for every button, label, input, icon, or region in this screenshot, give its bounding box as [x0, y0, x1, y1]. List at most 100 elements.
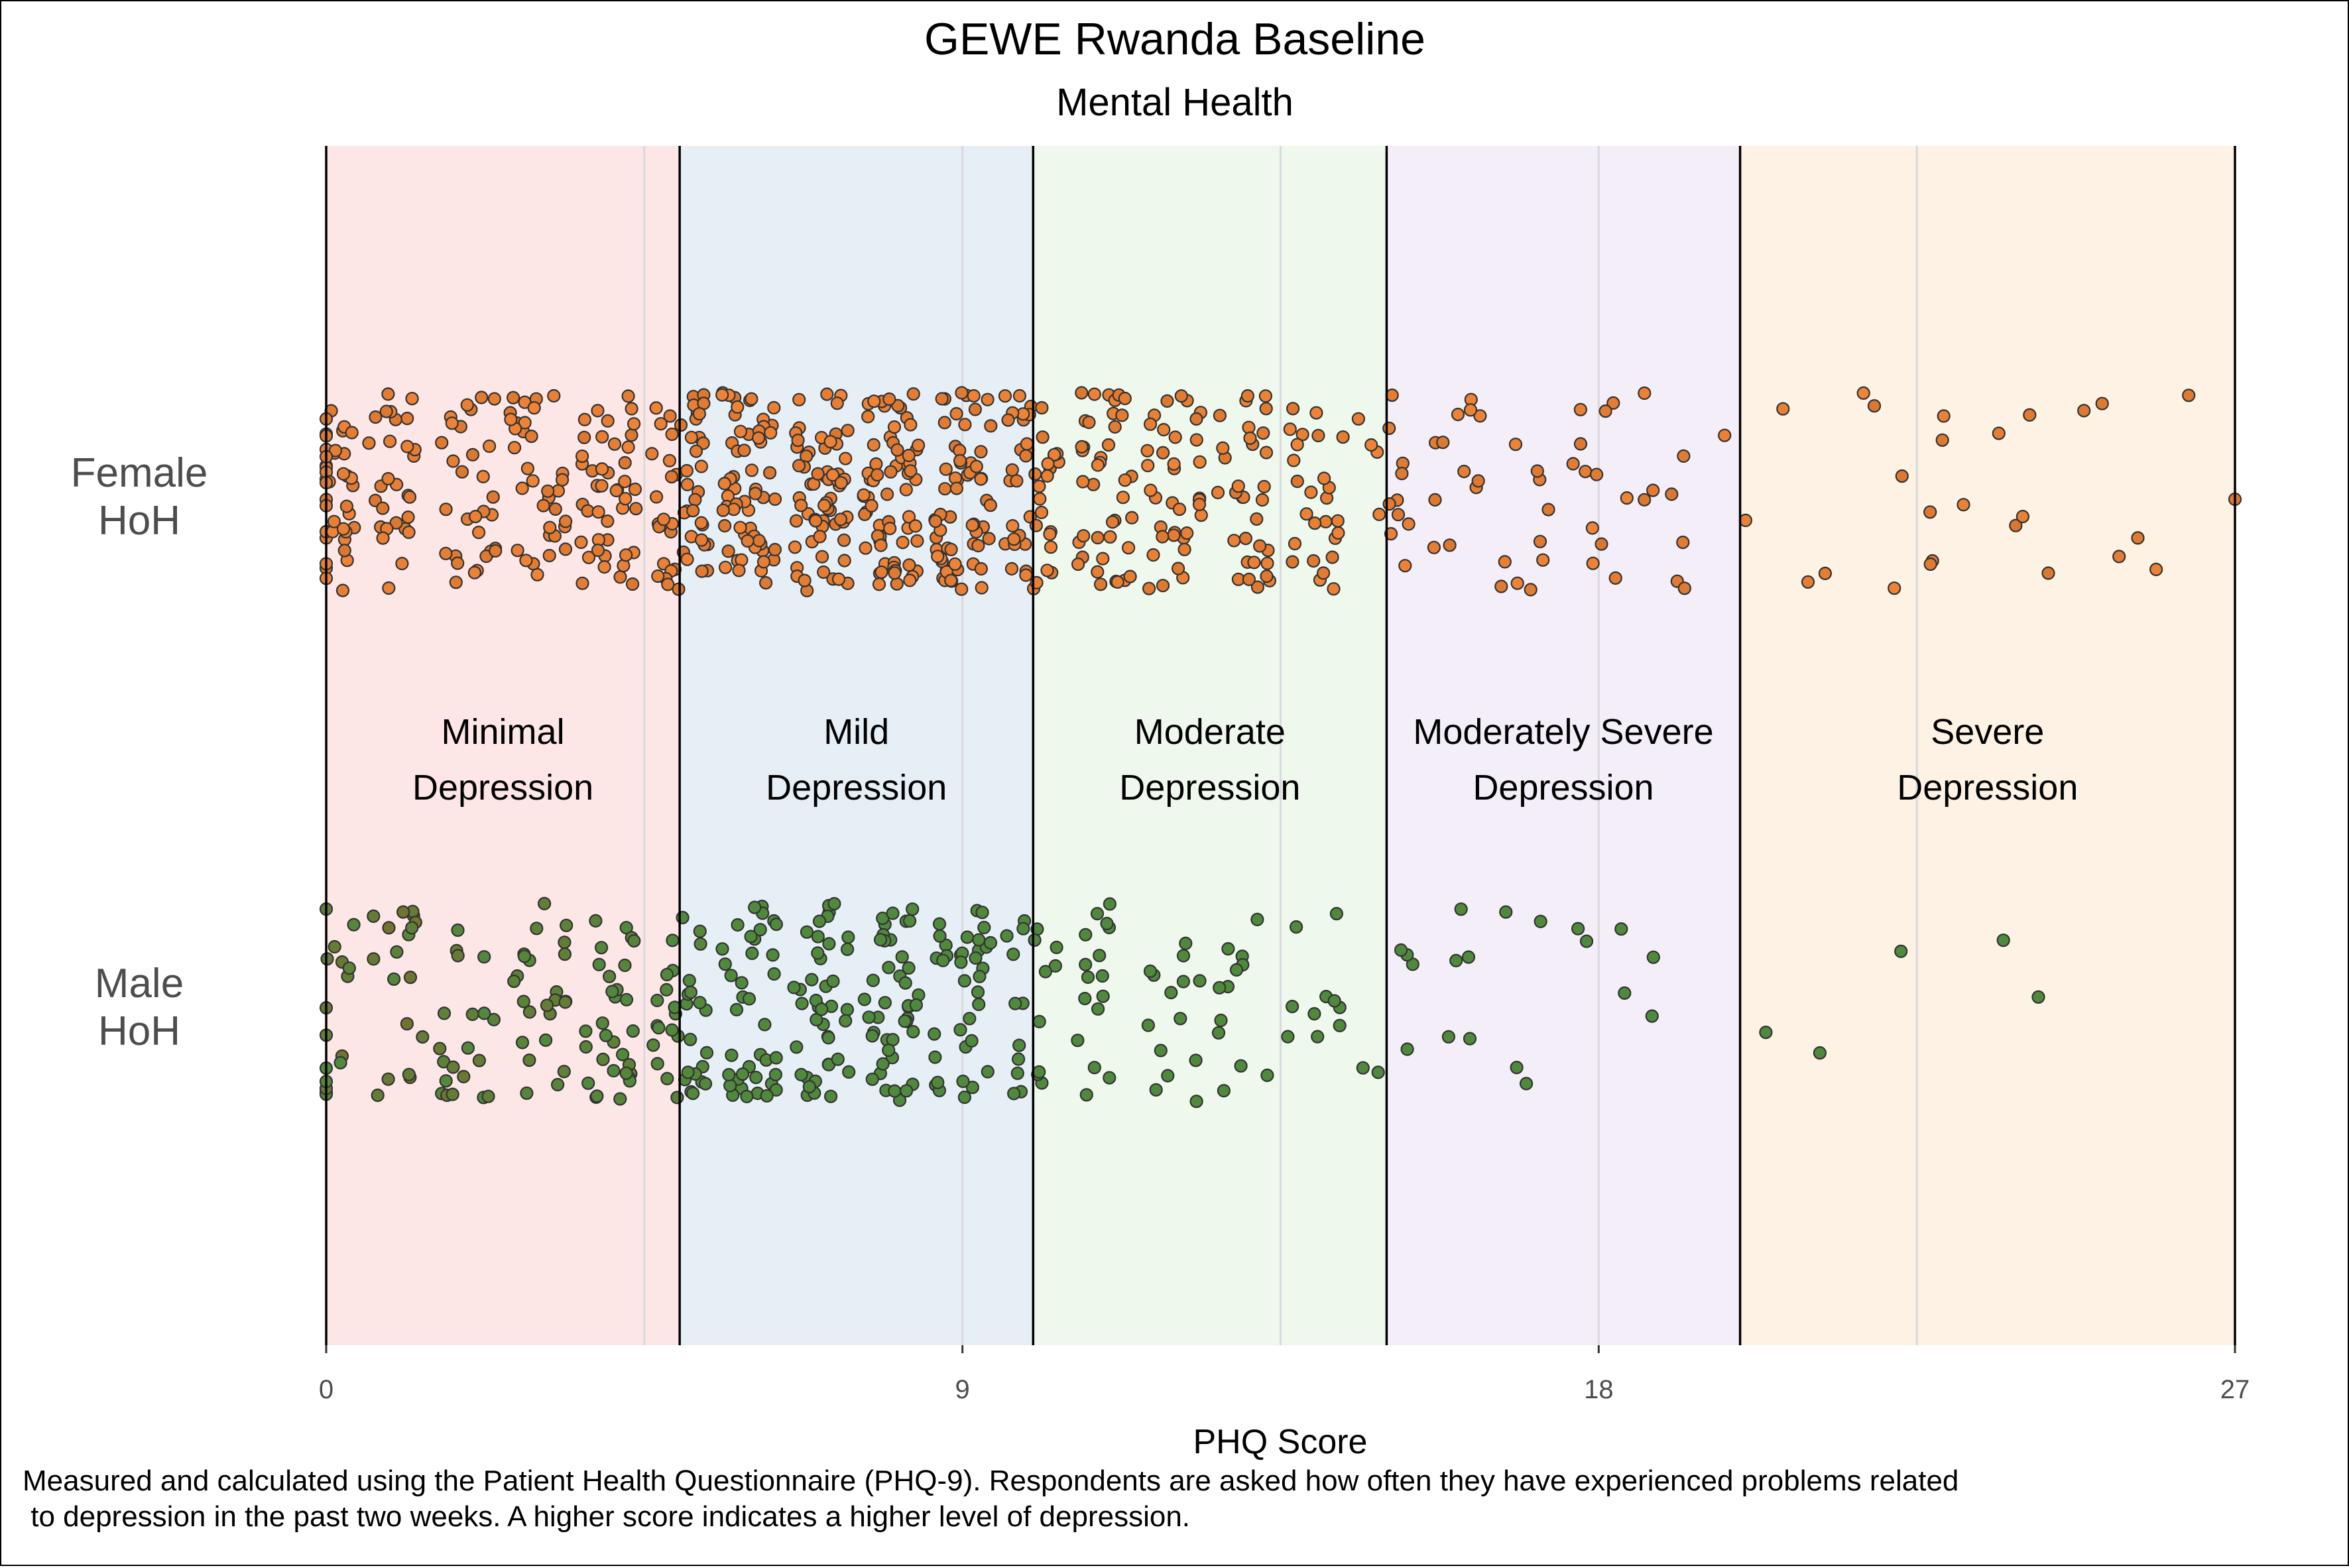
- point-female: [1923, 505, 1937, 519]
- point-female: [1457, 464, 1471, 479]
- point-female: [649, 490, 664, 504]
- point-female: [1146, 548, 1160, 562]
- point-female: [902, 510, 916, 524]
- point-female: [794, 499, 808, 513]
- point-female: [890, 443, 904, 457]
- point-female: [1118, 473, 1132, 487]
- point-male: [416, 1030, 430, 1044]
- point-female: [506, 391, 520, 404]
- point-male: [758, 1018, 772, 1032]
- point-male: [538, 1033, 553, 1048]
- point-female: [402, 525, 416, 539]
- point-female: [841, 424, 855, 438]
- point-male: [595, 1016, 609, 1030]
- point-female: [1036, 430, 1050, 444]
- point-female: [376, 531, 390, 545]
- point-male: [954, 955, 968, 969]
- point-female: [935, 392, 949, 406]
- point-male: [626, 1024, 640, 1038]
- point-female: [1646, 483, 1660, 497]
- point-male: [615, 1048, 630, 1061]
- point-male: [963, 1012, 977, 1026]
- point-female: [621, 389, 635, 403]
- point-female: [335, 583, 350, 597]
- point-female: [1142, 581, 1156, 595]
- point-female: [969, 459, 983, 473]
- point-female: [1364, 438, 1378, 452]
- point-male: [865, 1029, 879, 1043]
- point-male: [953, 1023, 967, 1037]
- point-female: [1157, 422, 1171, 437]
- point-female: [717, 518, 732, 533]
- point-male: [699, 1046, 714, 1060]
- point-male: [1813, 1046, 1827, 1060]
- point-female: [1585, 521, 1599, 535]
- point-male: [882, 1043, 896, 1057]
- point-male: [1103, 897, 1117, 911]
- point-male: [433, 1042, 447, 1055]
- point-male: [581, 1076, 595, 1090]
- point-male: [439, 1074, 453, 1088]
- point-male: [515, 1036, 530, 1050]
- point-female: [1156, 446, 1170, 460]
- point-female: [1167, 457, 1181, 471]
- point-male: [517, 949, 532, 963]
- point-male: [1281, 1030, 1295, 1044]
- point-female: [823, 435, 837, 449]
- point-male: [1520, 1077, 1534, 1091]
- point-female: [1040, 564, 1054, 577]
- point-female: [665, 427, 679, 442]
- point-female: [1240, 389, 1255, 403]
- point-male: [660, 967, 674, 982]
- point-male: [2031, 990, 2045, 1004]
- point-female: [689, 444, 703, 458]
- point-female: [695, 564, 709, 578]
- point-female: [789, 514, 804, 528]
- point-female: [601, 414, 615, 428]
- point-male: [802, 1079, 816, 1094]
- point-female: [931, 550, 945, 564]
- point-female: [1718, 428, 1732, 442]
- point-male: [749, 1070, 763, 1085]
- point-male: [1217, 1083, 1231, 1098]
- point-male: [841, 930, 855, 944]
- point-female: [577, 430, 591, 444]
- point-female: [833, 513, 848, 526]
- point-female: [1101, 438, 1116, 452]
- chart-title: GEWE Rwanda Baseline: [924, 14, 1425, 64]
- point-male: [718, 957, 732, 971]
- point-male: [768, 1067, 783, 1081]
- point-female: [581, 550, 596, 564]
- point-female: [1242, 420, 1256, 434]
- point-female: [737, 444, 751, 457]
- point-female: [906, 387, 920, 401]
- point-female: [1325, 550, 1339, 564]
- point-female: [1391, 508, 1406, 522]
- point-male: [461, 1041, 475, 1055]
- point-male: [1032, 1014, 1046, 1029]
- point-female: [1004, 562, 1019, 576]
- point-female: [1451, 407, 1465, 422]
- point-male: [396, 905, 410, 919]
- point-female: [1189, 412, 1203, 426]
- point-female: [752, 534, 766, 548]
- point-female: [527, 401, 541, 415]
- point-female: [768, 542, 782, 557]
- point-female: [1402, 517, 1415, 531]
- point-male: [898, 1014, 912, 1028]
- point-male: [827, 896, 841, 911]
- point-male: [1289, 920, 1303, 934]
- point-male: [724, 969, 738, 983]
- point-female: [974, 445, 988, 459]
- point-female: [817, 499, 831, 513]
- point-male: [405, 921, 419, 935]
- point-female: [1498, 555, 1512, 569]
- point-female: [1286, 555, 1299, 569]
- point-male: [1095, 969, 1109, 983]
- point-female: [1508, 438, 1523, 452]
- point-female: [1005, 463, 1019, 477]
- point-male: [1329, 906, 1344, 921]
- point-female: [874, 565, 888, 579]
- y-label-1-line-1: HoH: [98, 1008, 180, 1054]
